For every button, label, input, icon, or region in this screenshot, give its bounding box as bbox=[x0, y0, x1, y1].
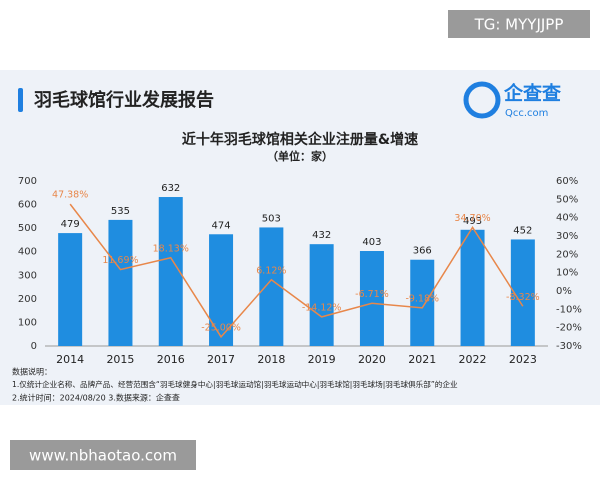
y-tick-label: 0 bbox=[31, 341, 37, 352]
y-tick-label: 500 bbox=[18, 223, 37, 234]
bar-label: 535 bbox=[111, 206, 130, 217]
bar-label: 403 bbox=[362, 237, 381, 248]
x-tick-label: 2017 bbox=[207, 353, 235, 366]
growth-label: 6.12% bbox=[256, 265, 286, 276]
panel bbox=[0, 70, 600, 405]
x-tick-label: 2015 bbox=[106, 353, 134, 366]
watermark: TG: MYYJJPP bbox=[474, 16, 564, 34]
bar bbox=[460, 229, 485, 346]
x-tick-label: 2019 bbox=[308, 353, 336, 366]
y-tick-label: 100 bbox=[18, 317, 37, 328]
growth-label: 18.13% bbox=[153, 243, 189, 254]
growth-label: 34.70% bbox=[454, 213, 490, 224]
growth-label: -8.32% bbox=[506, 292, 540, 303]
bar bbox=[510, 239, 535, 346]
bar-label: 366 bbox=[413, 246, 432, 257]
note: 1.仅统计企业名称、品牌产品、经营范围含“羽毛球健身中心|羽毛球运动馆|羽毛球运… bbox=[12, 379, 458, 389]
logo-sub: Qcc.com bbox=[505, 108, 548, 119]
bar bbox=[108, 219, 133, 346]
bar bbox=[410, 259, 435, 346]
note: 数据说明： bbox=[12, 367, 52, 377]
y2-tick-label: 60% bbox=[556, 176, 578, 187]
y2-tick-label: 50% bbox=[556, 194, 578, 205]
growth-label: 11.69% bbox=[102, 255, 138, 266]
logo-icon bbox=[463, 81, 501, 119]
x-tick-label: 2021 bbox=[408, 353, 436, 366]
note: 2.统计时间：2024/08/20 3.数据来源：企查查 bbox=[12, 393, 180, 403]
y-tick-label: 700 bbox=[18, 176, 37, 187]
growth-label: -6.71% bbox=[355, 289, 389, 300]
growth-label: -25.00% bbox=[201, 322, 241, 333]
y2-tick-label: 0% bbox=[556, 286, 572, 297]
y2-tick-label: 20% bbox=[556, 249, 578, 260]
x-tick-label: 2014 bbox=[56, 353, 84, 366]
bar bbox=[58, 233, 83, 346]
growth-label: -14.12% bbox=[302, 302, 342, 313]
x-tick-label: 2023 bbox=[509, 353, 537, 366]
y2-tick-label: 10% bbox=[556, 268, 578, 279]
watermark: www.nbhaotao.com bbox=[29, 447, 177, 465]
y2-tick-label: 40% bbox=[556, 213, 578, 224]
bar-label: 503 bbox=[262, 213, 281, 224]
chart-title: 近十年羽毛球馆相关企业注册量&增速 bbox=[182, 131, 418, 148]
y-tick-label: 300 bbox=[18, 270, 37, 281]
y2-tick-label: 30% bbox=[556, 231, 578, 242]
bar-label: 479 bbox=[61, 219, 80, 230]
y-tick-label: 200 bbox=[18, 294, 37, 305]
growth-line bbox=[69, 203, 524, 339]
page-title: 羽毛球馆行业发展报告 bbox=[34, 89, 214, 111]
accent-bar bbox=[18, 88, 23, 112]
bar bbox=[359, 251, 384, 346]
x-tick-label: 2016 bbox=[157, 353, 185, 366]
bar-label: 432 bbox=[312, 230, 331, 241]
bar-label: 452 bbox=[513, 225, 532, 236]
bar bbox=[259, 227, 284, 346]
logo-text: 企查查 bbox=[503, 82, 562, 105]
watermark-box bbox=[10, 440, 196, 470]
chart-subtitle: （单位：家） bbox=[267, 149, 333, 163]
x-tick-label: 2018 bbox=[257, 353, 285, 366]
y2-tick-label: -10% bbox=[556, 304, 582, 315]
y-tick-label: 400 bbox=[18, 247, 37, 258]
bar-label: 632 bbox=[161, 183, 180, 194]
y-tick-label: 600 bbox=[18, 200, 37, 211]
x-tick-label: 2020 bbox=[358, 353, 386, 366]
bar-label: 474 bbox=[212, 220, 231, 231]
bar bbox=[309, 244, 334, 346]
y2-tick-label: -20% bbox=[556, 323, 582, 334]
x-tick-label: 2022 bbox=[459, 353, 487, 366]
growth-label: -9.18% bbox=[405, 293, 439, 304]
watermark-box bbox=[448, 10, 590, 38]
growth-label: 47.38% bbox=[52, 190, 88, 201]
bar-label: 493 bbox=[463, 216, 482, 227]
y2-tick-label: -30% bbox=[556, 341, 582, 352]
